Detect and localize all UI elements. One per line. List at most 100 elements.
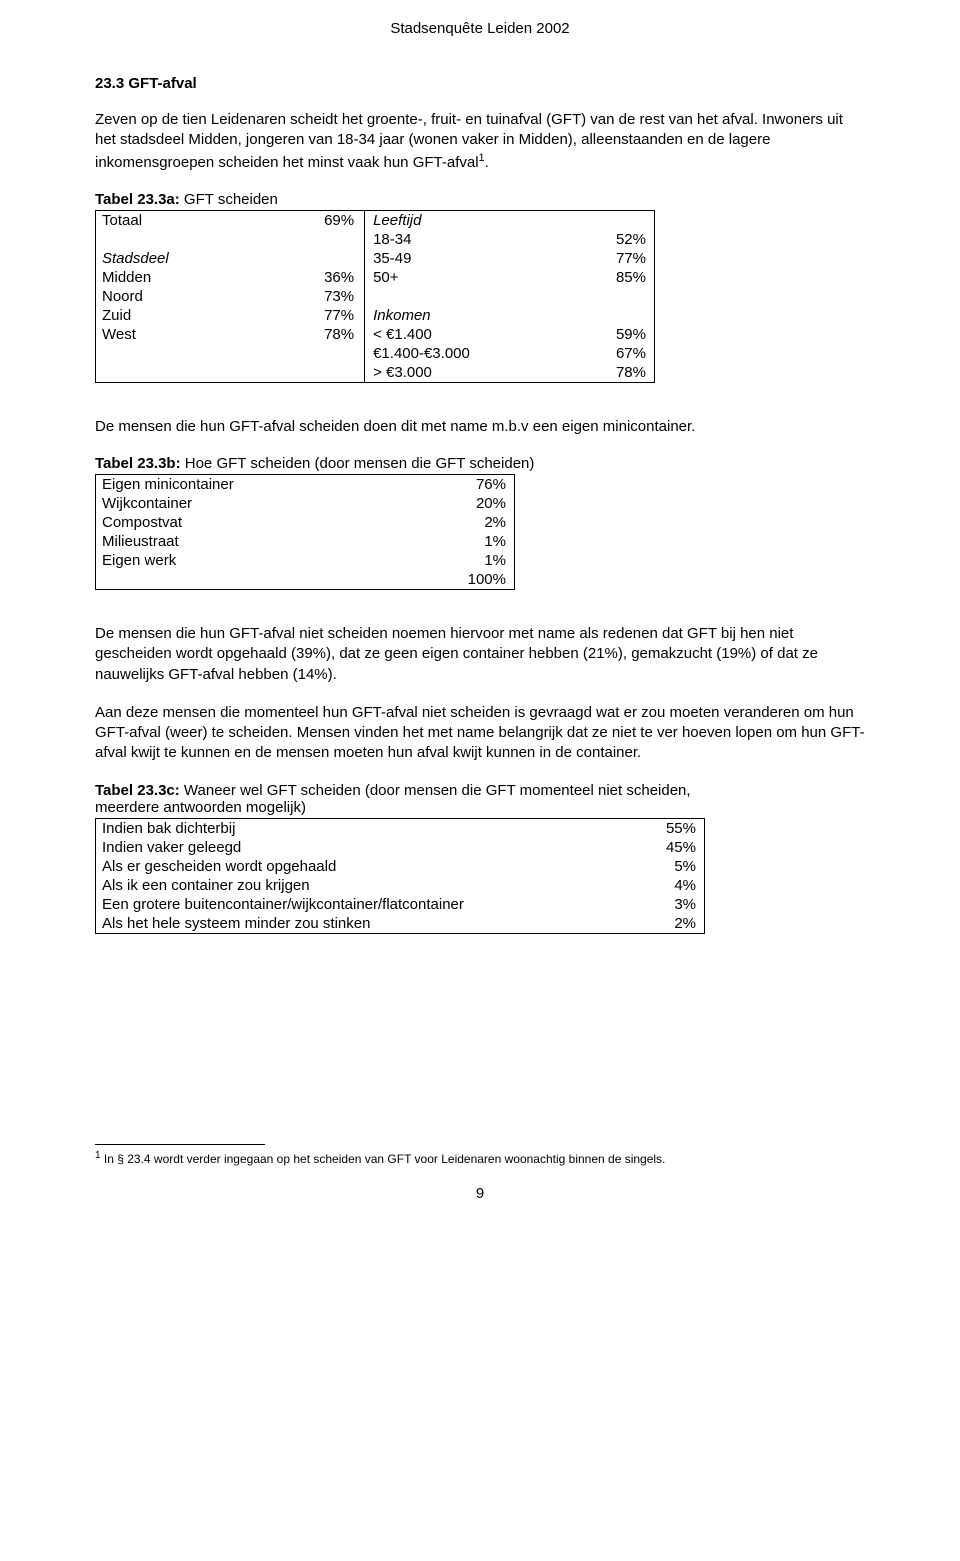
cell (264, 344, 364, 363)
cell: 85% (546, 268, 655, 287)
cell (96, 344, 265, 363)
cell: 45% (590, 838, 705, 857)
cell: 4% (590, 876, 705, 895)
cell: Inkomen (365, 306, 546, 325)
cell (365, 287, 546, 306)
cell (264, 249, 364, 268)
cell: Eigen minicontainer (96, 475, 410, 495)
document-page: Stadsenquête Leiden 2002 23.3 GFT-afval … (0, 0, 960, 1561)
cell: Indien bak dichterbij (96, 818, 590, 838)
table-row: Als het hele systeem minder zou stinken2… (96, 914, 705, 934)
paragraph-4: Aan deze mensen die momenteel hun GFT-af… (95, 703, 865, 764)
table-row: €1.400-€3.00067% (96, 344, 655, 363)
table-row: Totaal69%Leeftijd (96, 210, 655, 230)
cell: Totaal (96, 210, 265, 230)
paragraph-3: De mensen die hun GFT-afval niet scheide… (95, 624, 865, 685)
cell: Milieustraat (96, 532, 410, 551)
table-row: Als er gescheiden wordt opgehaald5% (96, 857, 705, 876)
table-3a: Totaal69%Leeftijd18-3452%Stadsdeel35-497… (95, 210, 655, 383)
cell: 73% (264, 287, 364, 306)
cell (96, 230, 265, 249)
cell (546, 306, 655, 325)
footnote-divider (95, 1144, 265, 1145)
cell: Als het hele systeem minder zou stinken (96, 914, 590, 934)
cell: 59% (546, 325, 655, 344)
cell: 100% (409, 570, 514, 590)
cell: 55% (590, 818, 705, 838)
table-row: Compostvat2% (96, 513, 515, 532)
cell (264, 230, 364, 249)
table-row: 100% (96, 570, 515, 590)
cell: 1% (409, 551, 514, 570)
footnote-1: 1 In § 23.4 wordt verder ingegaan op het… (95, 1149, 865, 1168)
table-3b-caption-rest: Hoe GFT scheiden (door mensen die GFT sc… (181, 455, 535, 472)
cell: Noord (96, 287, 265, 306)
table-3c-caption: Tabel 23.3c: Waneer wel GFT scheiden (do… (95, 782, 705, 816)
table-3b-caption-bold: Tabel 23.3b: (95, 455, 181, 472)
cell: 2% (409, 513, 514, 532)
cell (96, 363, 265, 383)
table-3b-caption: Tabel 23.3b: Hoe GFT scheiden (door mens… (95, 455, 865, 472)
cell: 52% (546, 230, 655, 249)
footnote-text: In § 23.4 wordt verder ingegaan op het s… (101, 1152, 666, 1166)
cell: Een grotere buitencontainer/wijkcontaine… (96, 895, 590, 914)
cell (264, 363, 364, 383)
table-row: Een grotere buitencontainer/wijkcontaine… (96, 895, 705, 914)
cell (546, 287, 655, 306)
cell: Zuid (96, 306, 265, 325)
cell: Midden (96, 268, 265, 287)
table-3a-caption: Tabel 23.3a: GFT scheiden (95, 191, 865, 208)
cell: < €1.400 (365, 325, 546, 344)
cell: 77% (264, 306, 364, 325)
table-row: Milieustraat1% (96, 532, 515, 551)
cell: 78% (546, 363, 655, 383)
para1-tail: . (485, 154, 489, 171)
table-row: West78%< €1.40059% (96, 325, 655, 344)
table-row: Zuid77%Inkomen (96, 306, 655, 325)
cell: Compostvat (96, 513, 410, 532)
cell: Als ik een container zou krijgen (96, 876, 590, 895)
cell: 67% (546, 344, 655, 363)
table-3c: Indien bak dichterbij55%Indien vaker gel… (95, 818, 705, 934)
cell: €1.400-€3.000 (365, 344, 546, 363)
cell: Indien vaker geleegd (96, 838, 590, 857)
cell: > €3.000 (365, 363, 546, 383)
table-3a-caption-bold: Tabel 23.3a: (95, 191, 180, 208)
page-number: 9 (95, 1185, 865, 1202)
table-3b: Eigen minicontainer76%Wijkcontainer20%Co… (95, 474, 515, 590)
table-row: 18-3452% (96, 230, 655, 249)
cell (546, 210, 655, 230)
table-row: > €3.00078% (96, 363, 655, 383)
cell: 69% (264, 210, 364, 230)
cell: Wijkcontainer (96, 494, 410, 513)
table-row: Indien bak dichterbij55% (96, 818, 705, 838)
cell: 2% (590, 914, 705, 934)
table-row: Eigen minicontainer76% (96, 475, 515, 495)
cell: 20% (409, 494, 514, 513)
cell: 3% (590, 895, 705, 914)
cell: 78% (264, 325, 364, 344)
cell: 77% (546, 249, 655, 268)
cell: West (96, 325, 265, 344)
cell: 35-49 (365, 249, 546, 268)
intro-paragraph: Zeven op de tien Leidenaren scheidt het … (95, 110, 865, 173)
table-3c-caption-rest: Waneer wel GFT scheiden (door mensen die… (95, 782, 691, 816)
cell: Eigen werk (96, 551, 410, 570)
cell: 76% (409, 475, 514, 495)
cell: 50+ (365, 268, 546, 287)
cell: 5% (590, 857, 705, 876)
cell: 18-34 (365, 230, 546, 249)
table-row: Als ik een container zou krijgen4% (96, 876, 705, 895)
running-header: Stadsenquête Leiden 2002 (95, 20, 865, 37)
table-3c-caption-bold: Tabel 23.3c: (95, 782, 180, 799)
cell: 1% (409, 532, 514, 551)
paragraph-2: De mensen die hun GFT-afval scheiden doe… (95, 417, 865, 437)
table-3a-caption-rest: GFT scheiden (180, 191, 278, 208)
cell: 36% (264, 268, 364, 287)
cell (96, 570, 410, 590)
table-row: Eigen werk1% (96, 551, 515, 570)
cell: Als er gescheiden wordt opgehaald (96, 857, 590, 876)
table-row: Wijkcontainer20% (96, 494, 515, 513)
para1-text: Zeven op de tien Leidenaren scheidt het … (95, 111, 843, 171)
section-heading: 23.3 GFT-afval (95, 75, 865, 92)
